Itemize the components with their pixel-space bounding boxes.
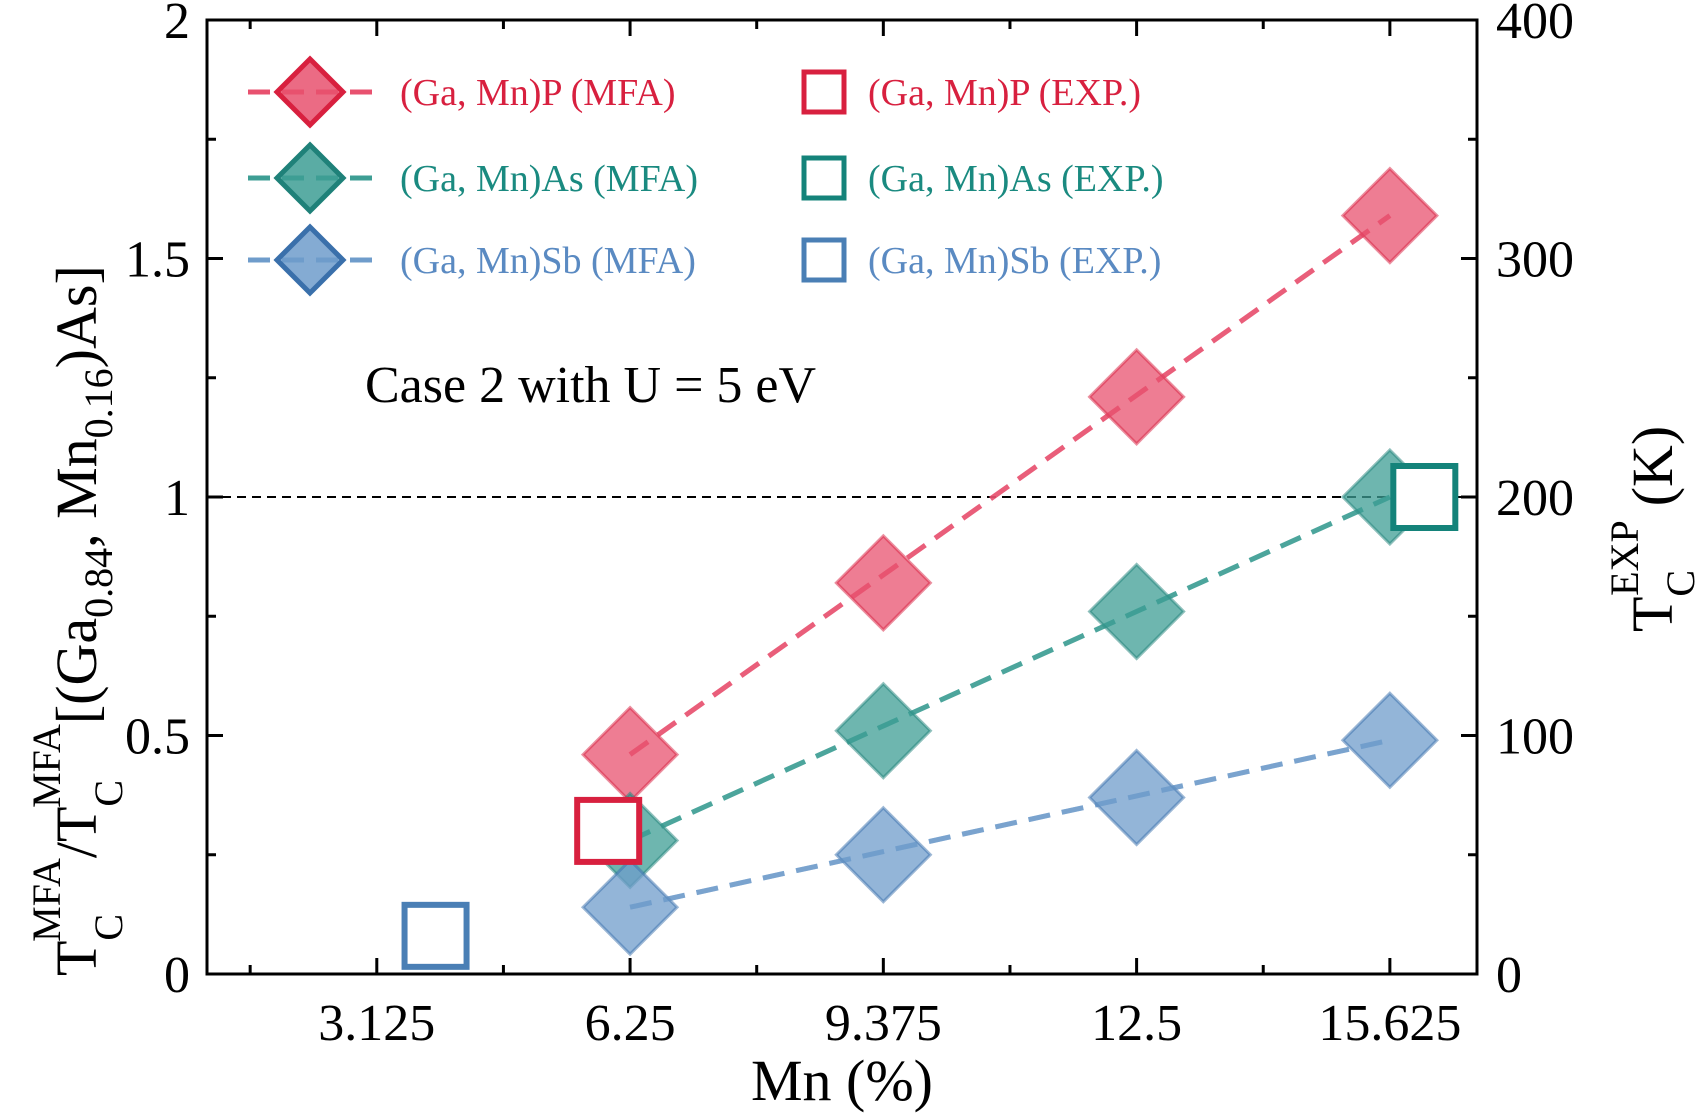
y-left-sup1: MFA [24, 858, 69, 942]
data-point [1087, 347, 1186, 446]
y-left-slash: / [44, 841, 109, 858]
legend-square [801, 155, 847, 201]
legend-diamond [273, 223, 347, 297]
data-point [1340, 166, 1439, 265]
data-point [580, 858, 680, 957]
y-right-tick-label: 200 [1496, 470, 1574, 527]
y-left-sup2: MFA [24, 724, 69, 808]
legend: (Ga, Mn)P (MFA) (Ga, Mn)As (MFA) (Ga, Mn)S… [248, 55, 1164, 297]
series-line [629, 737, 1391, 910]
series-line-overlay [628, 213, 1392, 757]
x-tick-label: 12.5 [1091, 995, 1182, 1052]
x-tick-label: 9.375 [825, 995, 942, 1052]
y-left-rest3: )As] [44, 265, 109, 368]
y-right-sup: EXP [1602, 520, 1647, 596]
y-left-tick-label: 1.5 [125, 232, 190, 289]
y-right-sub: C [1658, 570, 1702, 597]
series-line [629, 494, 1391, 843]
y-right-tick-label: 0 [1496, 947, 1522, 1004]
exp-point-2 [1390, 463, 1459, 531]
y-left-tick-label: 2 [164, 0, 190, 50]
y-left-rest2: , Mn [44, 438, 109, 548]
legend-label: (Ga, Mn)As (MFA) [400, 158, 698, 200]
data-point [834, 533, 933, 632]
series-1 [580, 166, 1439, 804]
legend-diamond [273, 55, 347, 129]
y-axis-label-left: TCMFA/TCMFA[(Ga0.84, Mn0.16)As] [24, 265, 131, 976]
data-point [1087, 748, 1186, 847]
data-point [1340, 691, 1439, 790]
data-point [834, 805, 933, 904]
x-tick-label: 3.125 [318, 995, 435, 1052]
legend-label: (Ga, Mn)P (MFA) [400, 72, 675, 114]
y-left-tick-label: 0.5 [125, 709, 190, 766]
y-right-unit: (K) [1620, 426, 1685, 507]
exp-point-1 [574, 796, 643, 865]
y-right-tick-label: 100 [1496, 709, 1574, 766]
svg-text:TCMFA/TCMFA[(Ga0.84, Mn0.16)As: TCMFA/TCMFA[(Ga0.84, Mn0.16)As] [24, 265, 131, 976]
y-right-T: T [1620, 597, 1685, 632]
x-tick-label: 6.25 [585, 995, 676, 1052]
series-line-overlay [629, 494, 1391, 843]
y-left-sub1: C [86, 914, 131, 941]
data-point [834, 681, 933, 780]
chart-annotation: Case 2 with U = 5 eV [365, 357, 816, 414]
legend-label: (Ga, Mn)As (EXP.) [868, 158, 1164, 200]
y-left-sub3: 0.84 [76, 548, 121, 618]
series-3 [580, 691, 1439, 957]
y-right-tick-label: 400 [1496, 0, 1574, 50]
legend-label: (Ga, Mn)P (EXP.) [868, 72, 1141, 114]
x-tick-label: 15.625 [1318, 995, 1461, 1052]
series-line-overlay [629, 737, 1391, 910]
y-left-sub4: 0.16 [76, 368, 121, 438]
y-left-tick-label: 1 [164, 470, 190, 527]
y-axis-label-right: TC EXP (K) [1602, 426, 1702, 632]
x-axis-label: Mn (%) [751, 1048, 933, 1113]
y-left-rest1: [(Ga [44, 618, 109, 724]
series-layer [401, 166, 1459, 970]
y-left-T1: T [44, 941, 109, 976]
y-left-tick-label: 0 [164, 947, 190, 1004]
legend-label: (Ga, Mn)Sb (MFA) [400, 240, 696, 282]
legend-square [801, 69, 847, 115]
data-point [1087, 562, 1186, 661]
tick-layer: 3.125 6.25 9.375 12.5 15.625 0 0.5 1 1.5 2 0 100 200… [125, 0, 1574, 1052]
legend-square [801, 237, 847, 283]
y-right-tick-label: 300 [1496, 232, 1574, 289]
legend-diamond [273, 141, 347, 215]
series-line [628, 213, 1392, 757]
svg-text:TCEXP(K): TC EXP (K) [1602, 426, 1702, 632]
y-left-sub2: C [86, 780, 131, 807]
y-left-T2: T [44, 807, 109, 842]
exp-point-3 [401, 901, 470, 970]
legend-label: (Ga, Mn)Sb (EXP.) [868, 240, 1161, 282]
